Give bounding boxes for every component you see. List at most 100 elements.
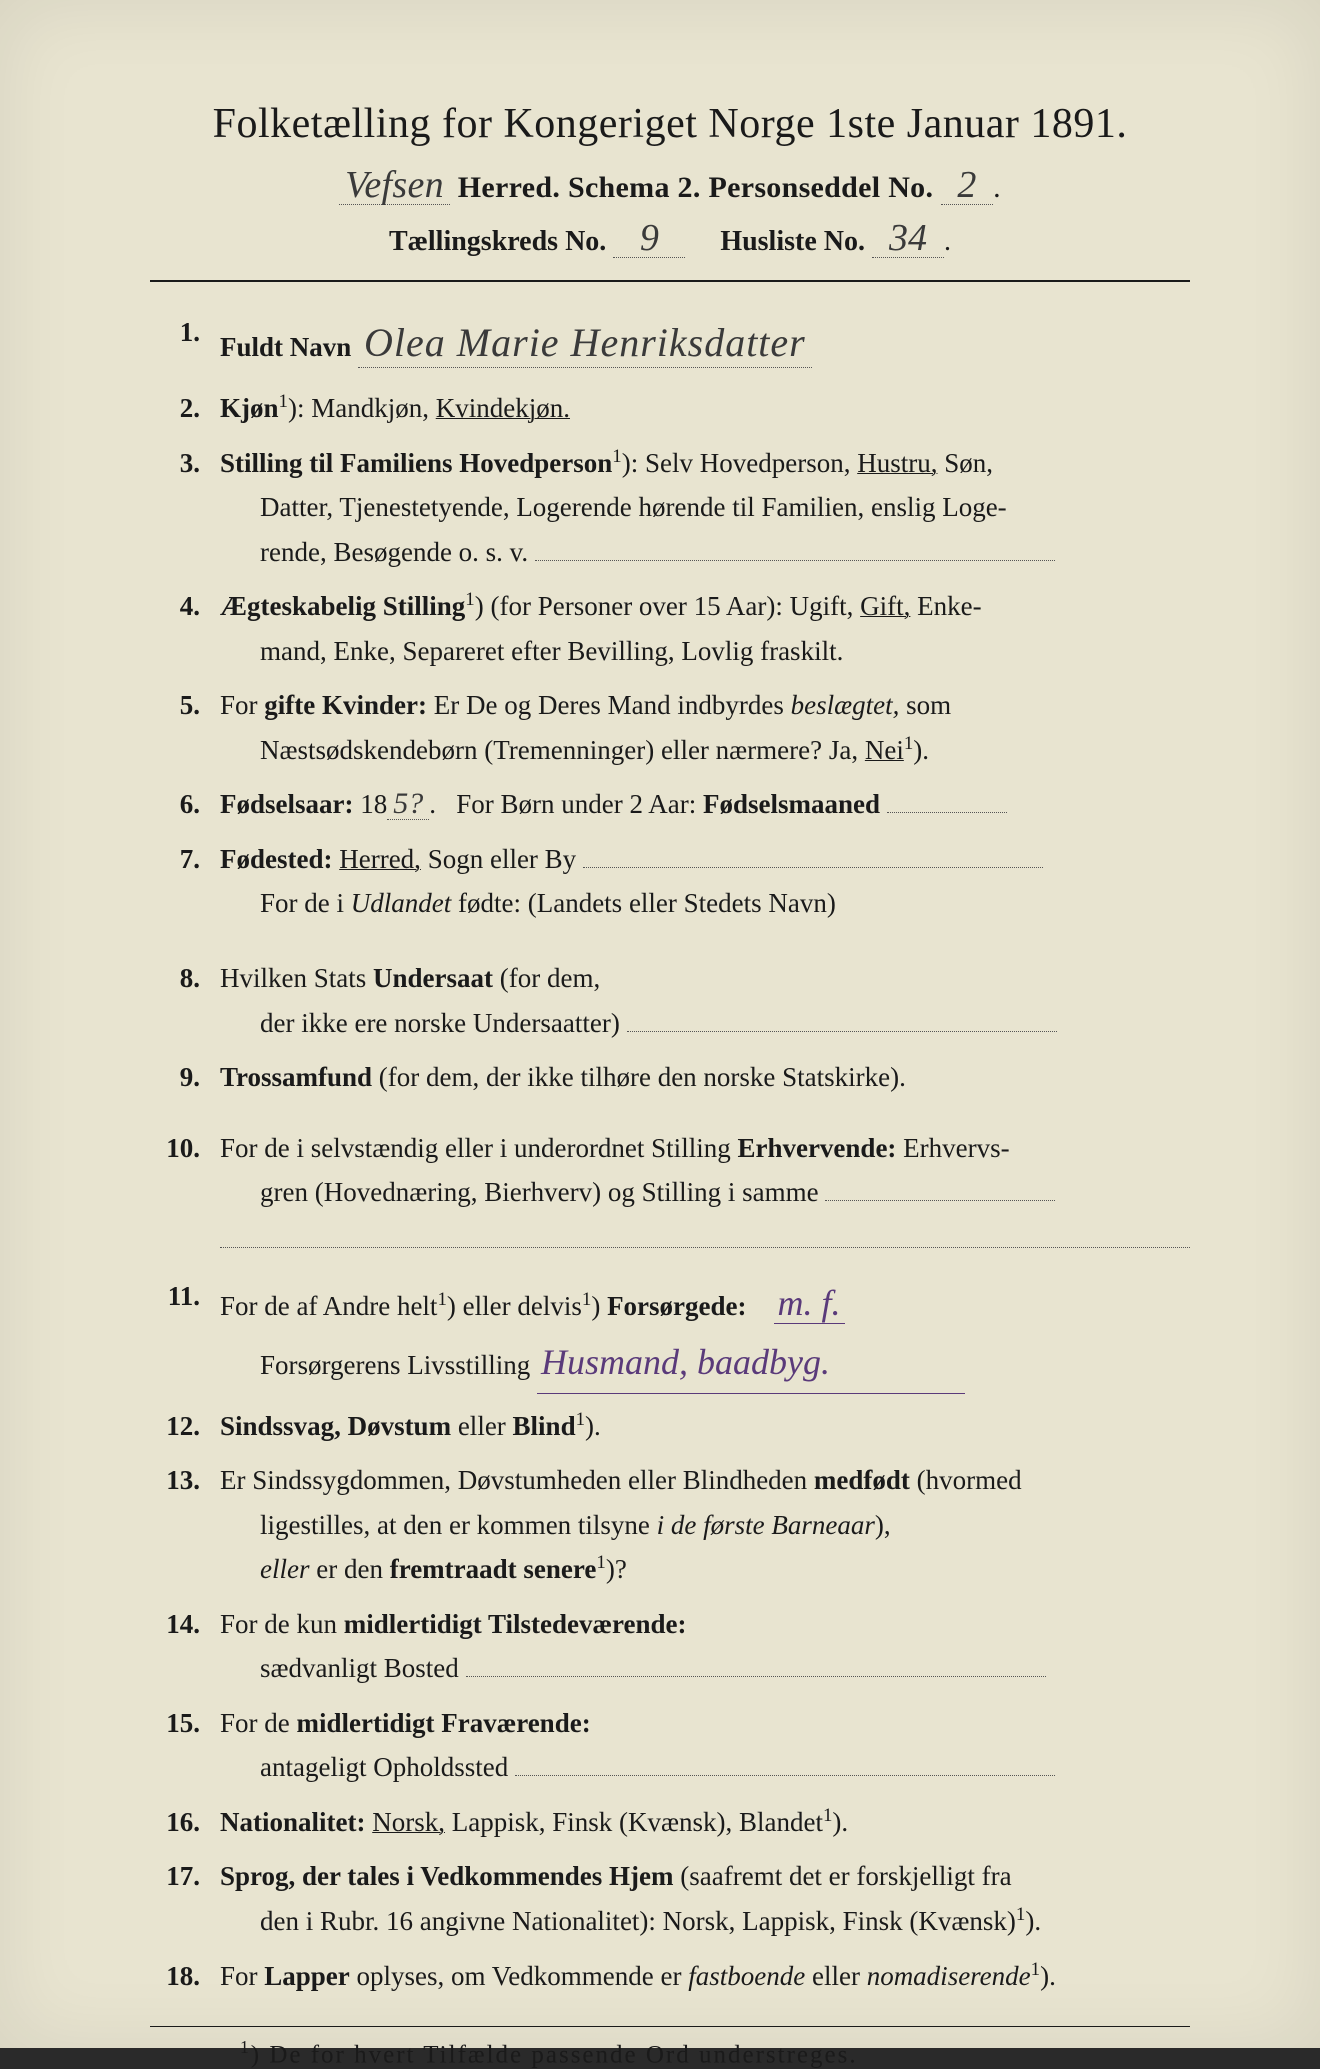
- q11-b: eller delvis: [463, 1291, 582, 1321]
- q5-e: som: [906, 690, 951, 720]
- q9-a: Trossamfund: [220, 1062, 372, 1092]
- q18-f: nomadiserende: [867, 1961, 1031, 1991]
- q5-nei: Nei: [865, 735, 904, 765]
- q3-label: Stilling til Familiens Hovedperson: [220, 448, 612, 478]
- q13-l3a: eller: [260, 1554, 309, 1584]
- q11-c: Forsørgede:: [607, 1291, 746, 1321]
- q11-s1: 1: [437, 1289, 446, 1310]
- q17-b: (saafremt det er forskjelligt fra: [680, 1861, 1011, 1891]
- q4-text-a: (for Personer over 15 Aar): Ugift,: [490, 591, 853, 621]
- q7-b: Sogn eller By: [428, 844, 577, 874]
- q7-herred: Herred,: [339, 844, 421, 874]
- q8-line2: der ikke ere norske Undersaatter): [220, 1001, 1190, 1046]
- q14-line2: sædvanligt Bosted: [220, 1646, 1190, 1691]
- num-18: 18.: [150, 1954, 200, 1999]
- q15-line2: antageligt Opholdssted: [220, 1745, 1190, 1790]
- q3-sup: 1: [612, 446, 621, 467]
- divider-bottom: [150, 2026, 1190, 2027]
- q15-b: midlertidigt Fraværende:: [297, 1708, 591, 1738]
- num-10: 10.: [150, 1126, 200, 1171]
- question-list: 1. Fuldt Navn Olea Marie Henriksdatter 2…: [150, 310, 1190, 1998]
- q14-b: midlertidigt Tilstedeværende:: [344, 1609, 687, 1639]
- num-1: 1.: [150, 310, 200, 355]
- q3-line3: rende, Besøgende o. s. v.: [220, 530, 1190, 575]
- footnote-sup: 1: [240, 2037, 251, 2057]
- q10-dotfill1: [825, 1173, 1055, 1201]
- num-13: 13.: [150, 1458, 200, 1503]
- q18-e: eller: [812, 1961, 860, 1991]
- q8-l2: der ikke ere norske Undersaatter): [260, 1008, 620, 1038]
- num-2: 2.: [150, 386, 200, 431]
- num-8: 8.: [150, 956, 200, 1001]
- item-6: 6. Fødselsaar: 185?. For Børn under 2 Aa…: [150, 782, 1190, 827]
- num-12: 12.: [150, 1404, 200, 1449]
- q6-dotfill: [887, 785, 1007, 813]
- q16-sup: 1: [823, 1805, 832, 1826]
- q15-l2: antageligt Opholdssted: [260, 1752, 508, 1782]
- schema-label: Schema 2.: [568, 171, 701, 204]
- num-7: 7.: [150, 837, 200, 882]
- q7-l2c: fødte: (Landets eller Stedets Navn): [458, 888, 836, 918]
- q3-line2: Datter, Tjenestetyende, Logerende hørend…: [220, 485, 1190, 530]
- item-16: 16. Nationalitet: Norsk, Lappisk, Finsk …: [150, 1800, 1190, 1845]
- q3-line3-text: rende, Besøgende o. s. v.: [260, 537, 528, 567]
- q8-c: (for dem,: [500, 963, 600, 993]
- q2-opt-female: Kvindekjøn.: [436, 393, 570, 423]
- q13-l3c: fremtraadt senere: [390, 1554, 597, 1584]
- num-6: 6.: [150, 782, 200, 827]
- q17-a: Sprog, der tales i Vedkommendes Hjem: [220, 1861, 674, 1891]
- footnote: 1) De for hvert Tilfælde passende Ord un…: [150, 2037, 1190, 2069]
- q10-l2: gren (Hovednæring, Bierhverv) og Stillin…: [260, 1177, 819, 1207]
- item-17: 17. Sprog, der tales i Vedkommendes Hjem…: [150, 1854, 1190, 1943]
- q11-hw1: m. f.: [774, 1283, 845, 1324]
- num-16: 16.: [150, 1800, 200, 1845]
- item-1: 1. Fuldt Navn Olea Marie Henriksdatter: [150, 310, 1190, 376]
- q7-l2a: For de i: [260, 888, 344, 918]
- q14-a: For de kun: [220, 1609, 337, 1639]
- husliste-no: 34: [872, 219, 944, 258]
- herred-handwritten: Vefsen: [339, 166, 450, 205]
- item-10: 10. For de i selvstændig eller i underor…: [150, 1126, 1190, 1248]
- q10-line2: gren (Hovednæring, Bierhverv) og Stillin…: [220, 1170, 1190, 1215]
- item-4: 4. Ægteskabelig Stilling1) (for Personer…: [150, 584, 1190, 673]
- header-block: Folketælling for Kongeriget Norge 1ste J…: [150, 100, 1190, 258]
- q7-l2b: Udlandet: [351, 888, 452, 918]
- q11-hw2: Husmand, baadbyg.: [537, 1333, 965, 1393]
- q14-l2: sædvanligt Bosted: [260, 1653, 459, 1683]
- q5-line2: Næstsødskendebørn (Tremenninger) eller n…: [220, 728, 1190, 773]
- item-12: 12. Sindssvag, Døvstum eller Blind1).: [150, 1404, 1190, 1449]
- item-13: 13. Er Sindssygdommen, Døvstumheden elle…: [150, 1458, 1190, 1592]
- divider-top: [150, 280, 1190, 282]
- q4-line2: mand, Enke, Separeret efter Bevilling, L…: [220, 629, 1190, 674]
- num-15: 15.: [150, 1701, 200, 1746]
- q17-sup: 1: [1016, 1904, 1025, 1925]
- q18-b: Lapper: [264, 1961, 350, 1991]
- q16-a: Nationalitet:: [220, 1807, 365, 1837]
- q13-l2a: ligestilles, at den er kommen tilsyne: [260, 1510, 650, 1540]
- q17-line2: den i Rubr. 16 angivne Nationalitet): No…: [220, 1899, 1190, 1944]
- q13-b: medfødt: [814, 1465, 910, 1495]
- footnote-text: De for hvert Tilfælde passende Ord under…: [269, 2041, 857, 2068]
- q11-s2: 1: [582, 1289, 591, 1310]
- q3-text-c: Søn,: [944, 448, 993, 478]
- q5-sup: 1: [904, 733, 913, 754]
- item-3: 3. Stilling til Familiens Hovedperson1):…: [150, 441, 1190, 575]
- q18-sup: 1: [1031, 1959, 1040, 1980]
- husliste-label: Husliste No.: [720, 226, 865, 257]
- item-7: 7. Fødested: Herred, Sogn eller By For d…: [150, 837, 1190, 926]
- q5-b: gifte Kvinder:: [264, 690, 427, 720]
- q13-a: Er Sindssygdommen, Døvstumheden eller Bl…: [220, 1465, 807, 1495]
- q6-label: Fødselsaar:: [220, 789, 353, 819]
- herred-line: Vefsen Herred. Schema 2. Personseddel No…: [150, 166, 1190, 205]
- census-form-page: Folketælling for Kongeriget Norge 1ste J…: [0, 0, 1320, 2048]
- num-3: 3.: [150, 441, 200, 486]
- item-11: 11. For de af Andre helt1) eller delvis1…: [150, 1274, 1190, 1394]
- q8-dotfill: [627, 1004, 1057, 1032]
- q11-a: For de af Andre helt: [220, 1291, 437, 1321]
- q5-a: For: [220, 690, 258, 720]
- q1-label: Fuldt Navn: [220, 332, 351, 362]
- q4-label: Ægteskabelig Stilling: [220, 591, 465, 621]
- num-5: 5.: [150, 683, 200, 728]
- q4-text-c: Enke-: [917, 591, 981, 621]
- q13-line3: eller er den fremtraadt senere1)?: [220, 1547, 1190, 1592]
